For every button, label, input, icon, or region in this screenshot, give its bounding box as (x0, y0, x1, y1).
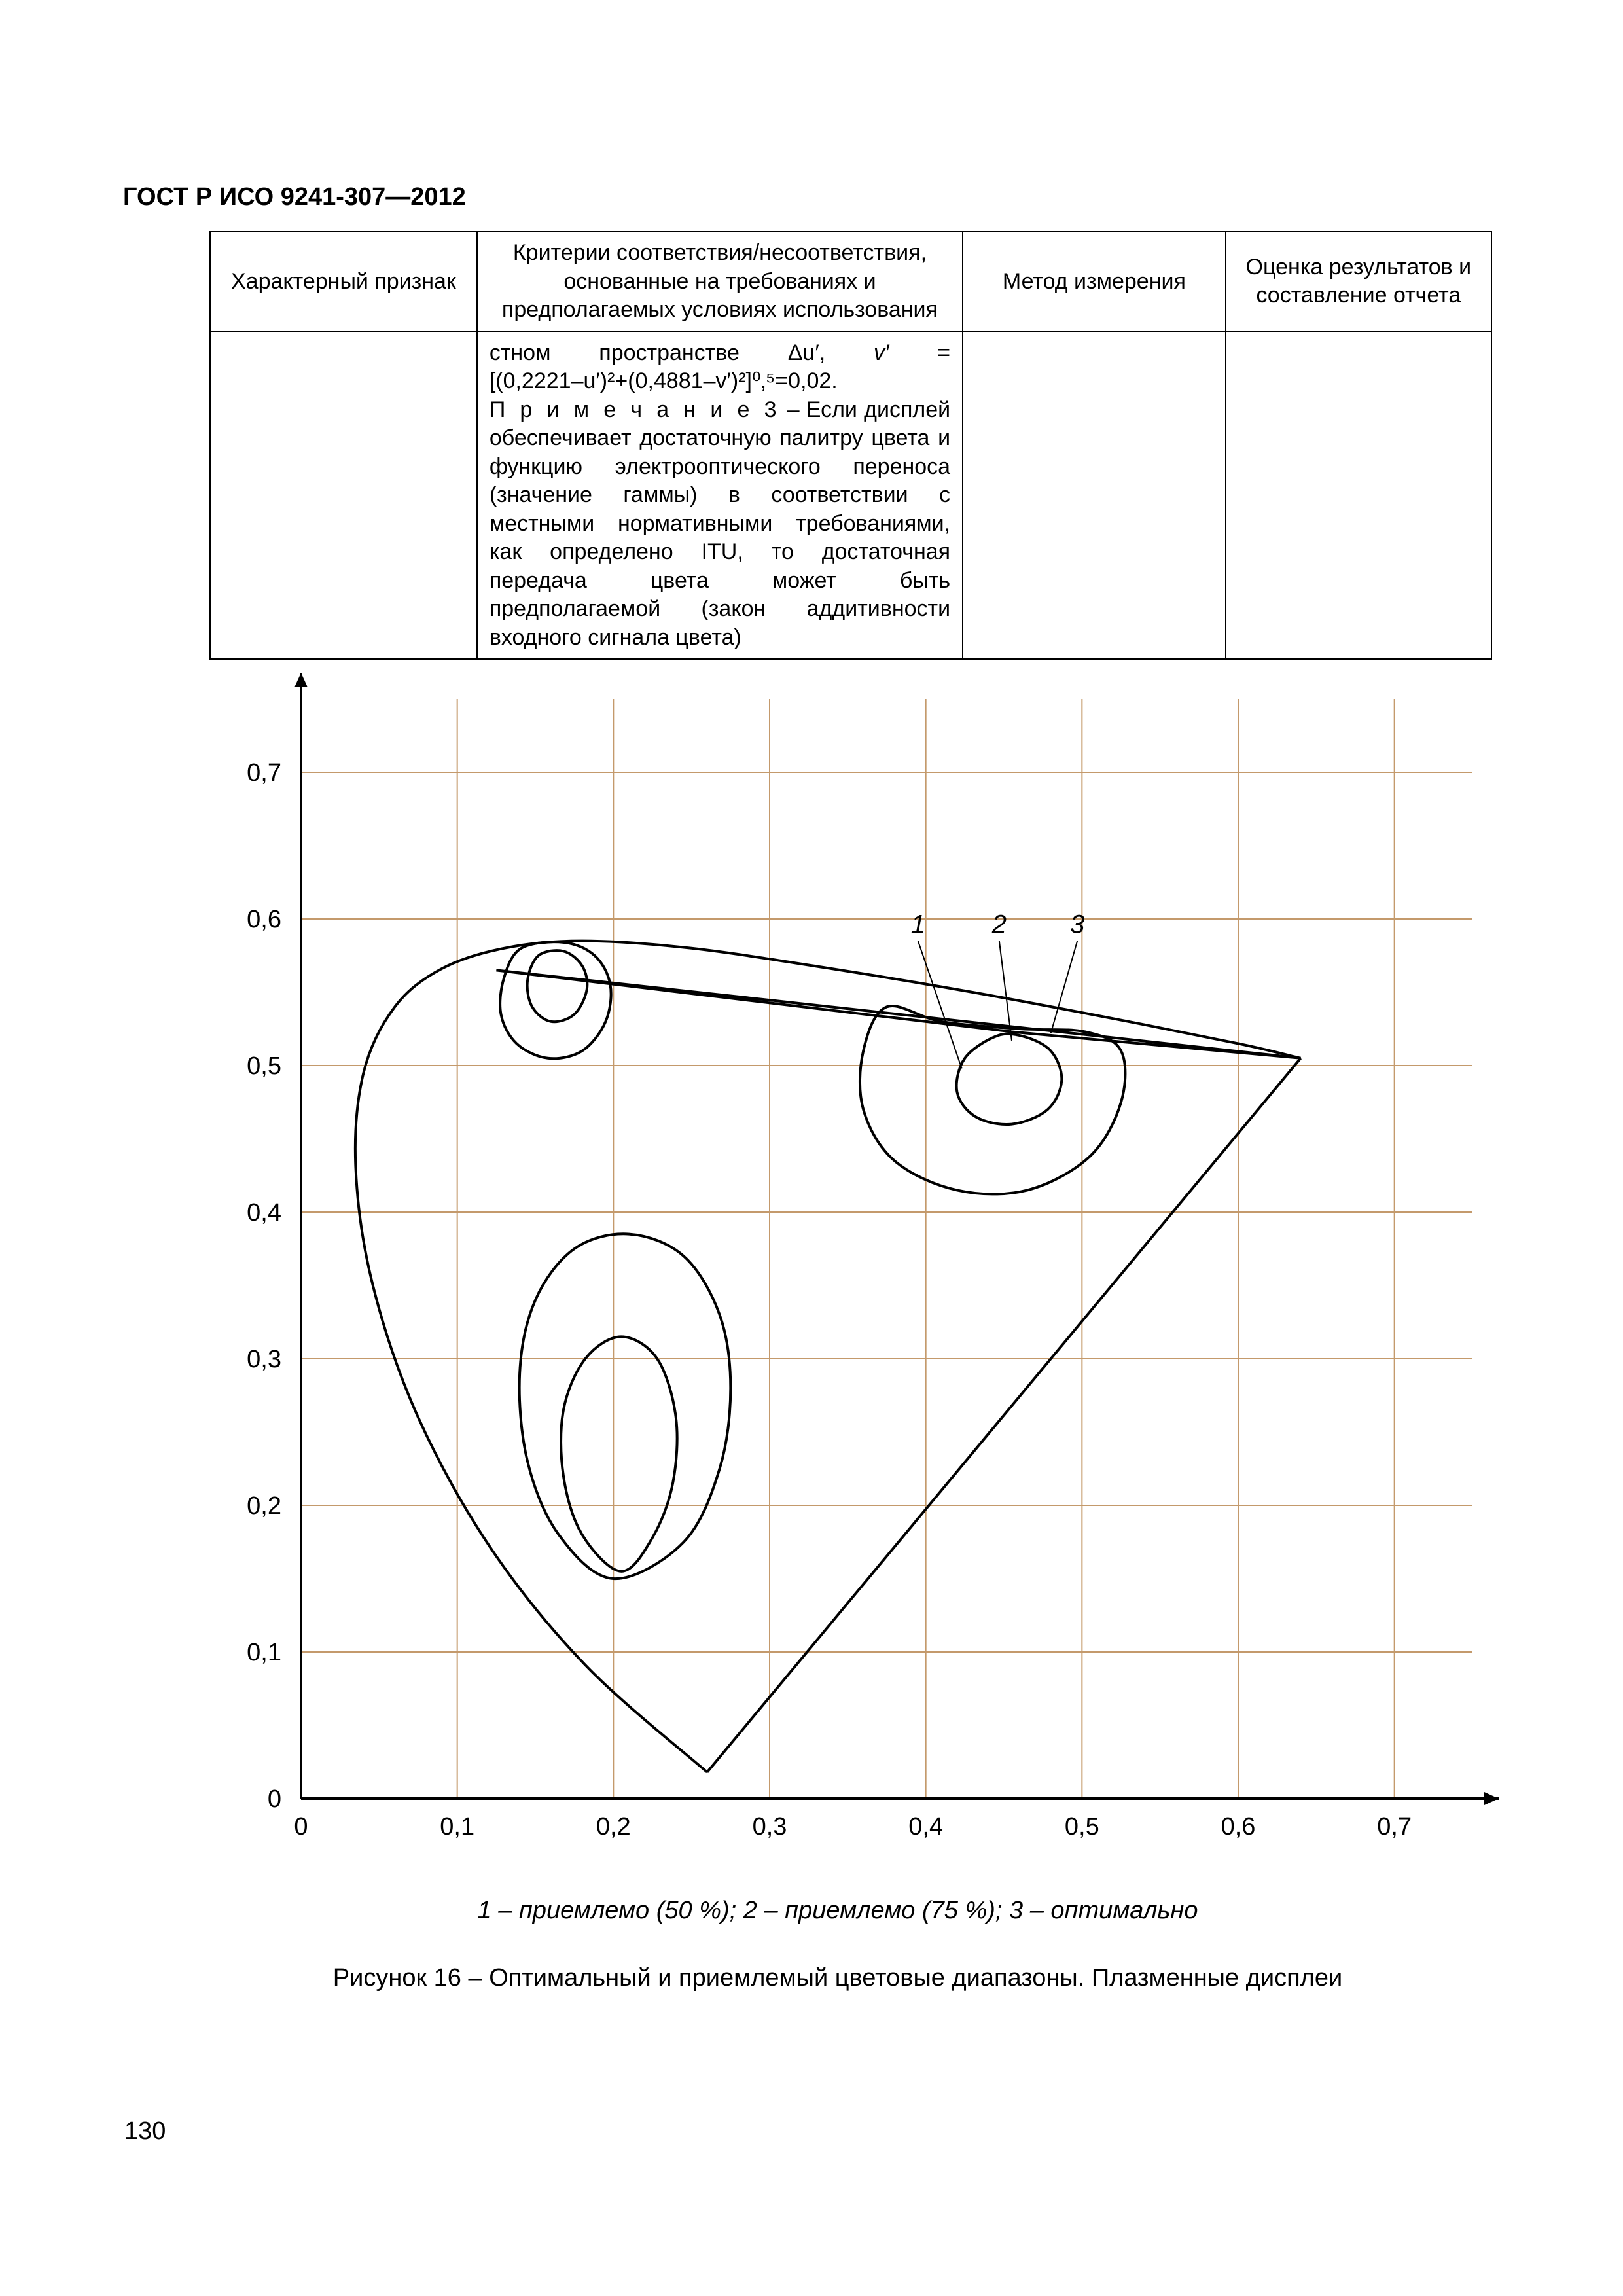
svg-text:1: 1 (911, 910, 925, 939)
svg-text:0,4: 0,4 (247, 1199, 281, 1227)
doc-title: ГОСТ Р ИСО 9241-307—2012 (123, 183, 1505, 211)
svg-text:0,2: 0,2 (247, 1492, 281, 1520)
svg-text:0,6: 0,6 (1221, 1813, 1256, 1840)
note-label: П р и м е ч а н и е 3 (490, 397, 781, 422)
chart-svg: 0 0,1 0,2 0,3 0,4 0,5 0,6 0,7 0 0,1 0,2 0,3 0,4 0,5 0,… (164, 673, 1512, 1890)
th-characteristic: Характерный признак (210, 232, 477, 332)
figure-caption: Рисунок 16 – Оптимальный и приемлемый цв… (164, 1964, 1512, 1992)
cell-method (963, 332, 1226, 660)
criteria-frag: пространстве (599, 339, 740, 368)
svg-text:0,5: 0,5 (247, 1052, 281, 1080)
th-evaluation: Оценка результатов и составление отчета (1226, 232, 1491, 332)
table-row: стном пространстве Δu′, v′ = [(0,2221–u′… (210, 332, 1491, 660)
criteria-formula: [(0,2221–u′)²+(0,4881–v′)²]⁰‚⁵=0,02. (490, 367, 950, 396)
svg-text:0,4: 0,4 (908, 1813, 943, 1840)
criteria-frag: = (937, 339, 950, 368)
svg-text:0: 0 (294, 1813, 308, 1840)
cell-evaluation (1226, 332, 1491, 660)
table-header-row: Характерный признак Критерии соответстви… (210, 232, 1491, 332)
svg-text:v′: v′ (252, 673, 271, 675)
legend-num-1: 1 (478, 1897, 491, 1924)
legend-num-2: 2 (743, 1897, 757, 1924)
chromaticity-chart: 0 0,1 0,2 0,3 0,4 0,5 0,6 0,7 0 0,1 0,2 0,3 0,4 0,5 0,… (164, 673, 1512, 1992)
criteria-table: Характерный признак Критерии соответстви… (209, 231, 1492, 660)
svg-text:0: 0 (268, 1785, 281, 1813)
svg-text:0,5: 0,5 (1065, 1813, 1099, 1840)
svg-text:0,2: 0,2 (596, 1813, 631, 1840)
svg-text:0,6: 0,6 (247, 906, 281, 933)
svg-text:0,1: 0,1 (247, 1639, 281, 1666)
svg-text:0,7: 0,7 (247, 759, 281, 787)
th-method: Метод измерения (963, 232, 1226, 332)
svg-text:3: 3 (1070, 910, 1084, 939)
criteria-frag: Δu′, (788, 339, 825, 368)
th-criteria: Критерии соответствия/несоответствия, ос… (477, 232, 963, 332)
criteria-frag: стном (490, 339, 551, 368)
legend-text-3: – оптимально (1023, 1897, 1198, 1924)
cell-characteristic (210, 332, 477, 660)
legend-num-3: 3 (1009, 1897, 1023, 1924)
chart-legend: 1 – приемлемо (50 %); 2 – приемлемо (75 … (164, 1897, 1512, 1925)
page-number: 130 (124, 2117, 166, 2145)
svg-text:0,3: 0,3 (247, 1346, 281, 1373)
svg-text:0,7: 0,7 (1377, 1813, 1412, 1840)
legend-text-2: – приемлемо (75 %); (757, 1897, 1009, 1924)
note-text: – Если дисплей обеспечивает достаточную … (490, 397, 950, 650)
cell-criteria: стном пространстве Δu′, v′ = [(0,2221–u′… (477, 332, 963, 660)
svg-text:0,1: 0,1 (440, 1813, 474, 1840)
legend-text-1: – приемлемо (50 %); (491, 1897, 743, 1924)
criteria-note: П р и м е ч а н и е 3 – Если дисплей обе… (490, 396, 950, 653)
criteria-frag: v′ (874, 339, 889, 368)
svg-text:2: 2 (991, 910, 1007, 939)
svg-text:0,3: 0,3 (753, 1813, 787, 1840)
